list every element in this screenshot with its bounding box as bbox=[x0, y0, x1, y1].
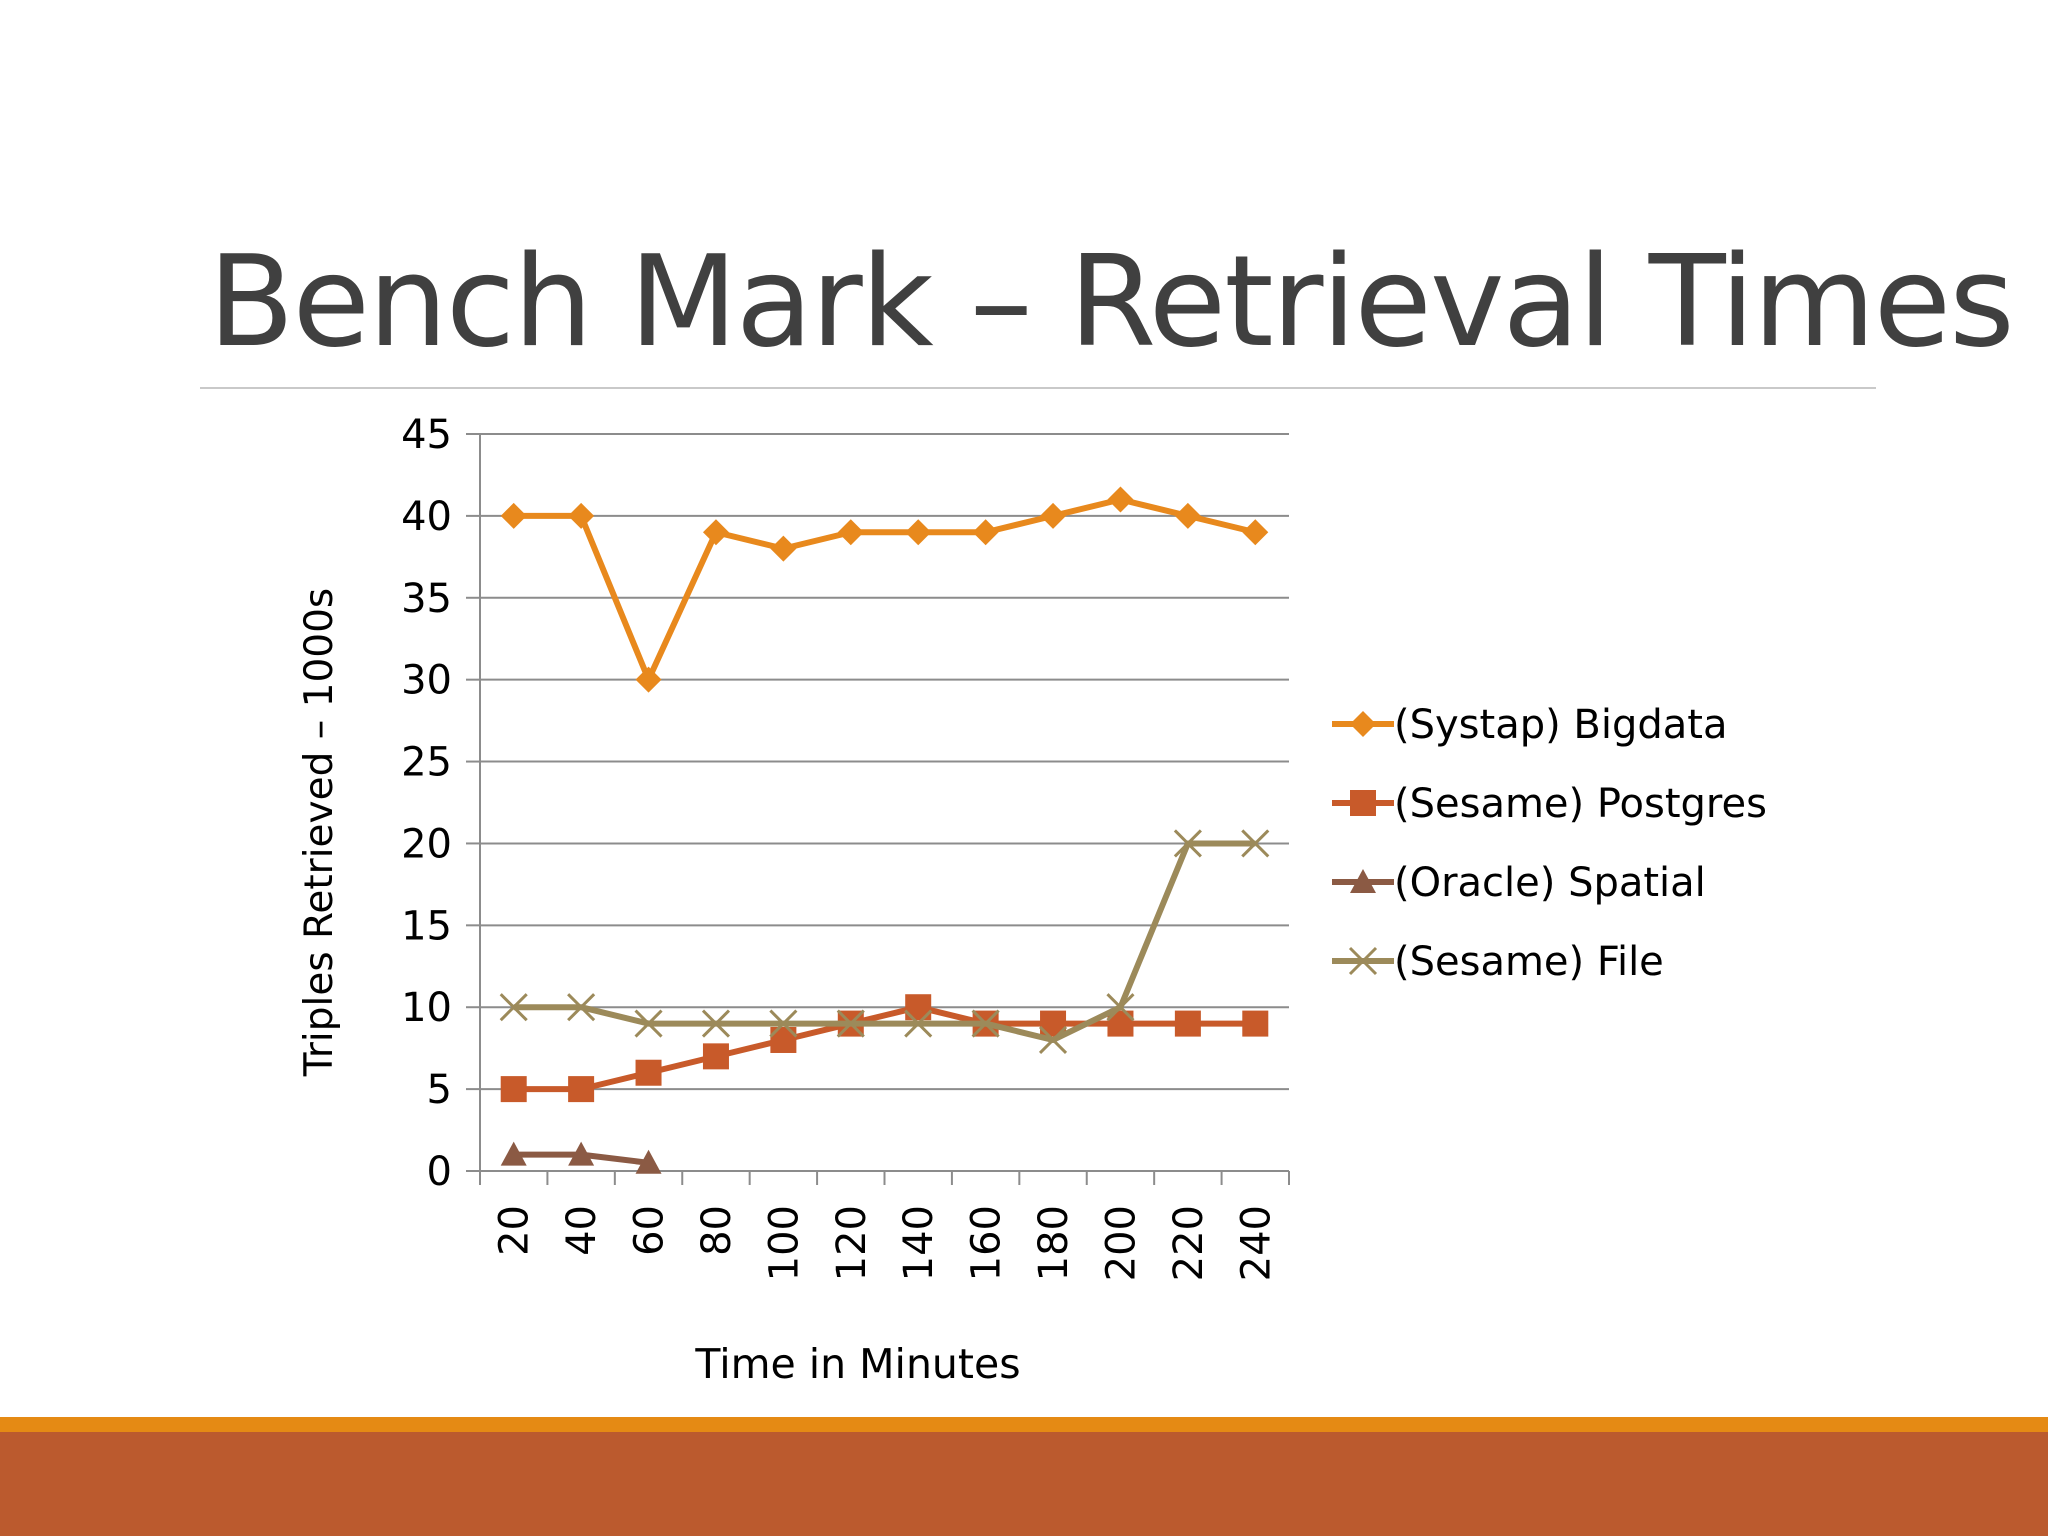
slide-title: Bench Mark – Retrieval Times bbox=[208, 228, 2015, 375]
legend-item: (Oracle) Spatial bbox=[1332, 860, 1706, 906]
x-tick-label: 140 bbox=[896, 1205, 942, 1281]
data-point bbox=[701, 1009, 731, 1038]
x-tick-label: 60 bbox=[627, 1205, 673, 1256]
legend-label: (Sesame) Postgres bbox=[1394, 781, 1767, 827]
legend-marker bbox=[1350, 711, 1376, 737]
series-1 bbox=[500, 994, 1269, 1103]
y-tick-label: 20 bbox=[401, 821, 452, 867]
data-point bbox=[500, 1076, 527, 1103]
series-line bbox=[513, 496, 1256, 683]
x-tick-label: 160 bbox=[964, 1205, 1010, 1281]
legend-item: (Sesame) Postgres bbox=[1332, 781, 1767, 827]
data-point bbox=[769, 1009, 798, 1038]
y-tick-label: 5 bbox=[427, 1067, 452, 1113]
axes: 0 5 10 15 20 25 30 35 40 45 20 40 60 80 100 120 140 160 18… bbox=[401, 412, 1290, 1281]
legend-marker bbox=[1350, 869, 1376, 893]
data-point bbox=[1242, 519, 1269, 546]
data-point bbox=[836, 1009, 865, 1038]
y-tick-label: 40 bbox=[401, 494, 452, 540]
legend-label: (Sesame) File bbox=[1394, 939, 1664, 985]
title-divider bbox=[200, 387, 1876, 389]
x-tick-label: 100 bbox=[761, 1205, 807, 1281]
data-point bbox=[770, 535, 797, 562]
y-tick-label: 30 bbox=[401, 658, 452, 704]
data-point bbox=[634, 1009, 663, 1038]
data-point bbox=[499, 993, 528, 1022]
data-point bbox=[1173, 829, 1202, 858]
x-tick-label: 240 bbox=[1233, 1205, 1279, 1281]
legend-item: (Systap) Bigdata bbox=[1332, 702, 1727, 748]
x-tick-label: 220 bbox=[1166, 1205, 1212, 1281]
footer-band bbox=[0, 1432, 2048, 1536]
series-0 bbox=[500, 486, 1269, 693]
x-tick-label: 80 bbox=[694, 1205, 740, 1256]
data-point bbox=[972, 519, 999, 546]
data-point bbox=[635, 1149, 662, 1174]
x-axis-label: Time in Minutes bbox=[694, 1340, 1020, 1388]
legend: (Systap) Bigdata (Sesame) Postgres (Oracle… bbox=[1332, 702, 1767, 985]
x-tick-label: 20 bbox=[492, 1205, 538, 1256]
data-point bbox=[568, 1076, 595, 1103]
data-point bbox=[702, 519, 729, 546]
data-point bbox=[1106, 993, 1135, 1022]
data-point bbox=[1174, 1010, 1201, 1037]
data-point bbox=[1040, 502, 1067, 529]
data-point bbox=[1174, 502, 1201, 529]
data-point bbox=[905, 519, 932, 546]
series bbox=[499, 486, 1270, 1174]
y-tick-label: 45 bbox=[401, 412, 452, 458]
data-point bbox=[1107, 486, 1134, 513]
data-point bbox=[1038, 1025, 1068, 1055]
legend-label: (Systap) Bigdata bbox=[1394, 702, 1727, 748]
y-tick-label: 15 bbox=[401, 903, 452, 949]
legend-label: (Oracle) Spatial bbox=[1394, 860, 1706, 906]
series-3 bbox=[499, 829, 1270, 1055]
y-tick-label: 10 bbox=[401, 985, 452, 1031]
data-point bbox=[568, 1141, 595, 1166]
y-tick-label: 25 bbox=[401, 740, 452, 786]
data-point bbox=[702, 1043, 729, 1070]
data-point bbox=[1241, 829, 1270, 858]
data-point bbox=[500, 502, 527, 529]
series-line bbox=[513, 840, 1256, 1043]
x-tick-label: 120 bbox=[829, 1205, 875, 1281]
data-point bbox=[971, 1009, 1000, 1038]
data-point bbox=[635, 666, 662, 693]
data-point bbox=[1242, 1010, 1269, 1037]
data-point bbox=[567, 993, 596, 1022]
x-tick-label: 40 bbox=[559, 1205, 605, 1256]
data-point bbox=[904, 1009, 933, 1038]
legend-marker bbox=[1348, 946, 1378, 976]
legend-item: (Sesame) File bbox=[1332, 939, 1664, 985]
series-2 bbox=[500, 1141, 662, 1174]
data-point bbox=[568, 502, 595, 529]
y-axis-label: Triples Retrieved – 1000s bbox=[297, 588, 342, 1077]
y-tick-label: 0 bbox=[427, 1149, 452, 1195]
x-tick-label: 180 bbox=[1031, 1205, 1077, 1281]
x-tick-label: 200 bbox=[1098, 1205, 1144, 1281]
legend-marker bbox=[1350, 790, 1376, 816]
data-point bbox=[635, 1059, 662, 1086]
data-point bbox=[837, 519, 864, 546]
y-tick-label: 35 bbox=[401, 576, 452, 622]
footer-band-accent bbox=[0, 1417, 2048, 1432]
data-point bbox=[500, 1141, 527, 1166]
